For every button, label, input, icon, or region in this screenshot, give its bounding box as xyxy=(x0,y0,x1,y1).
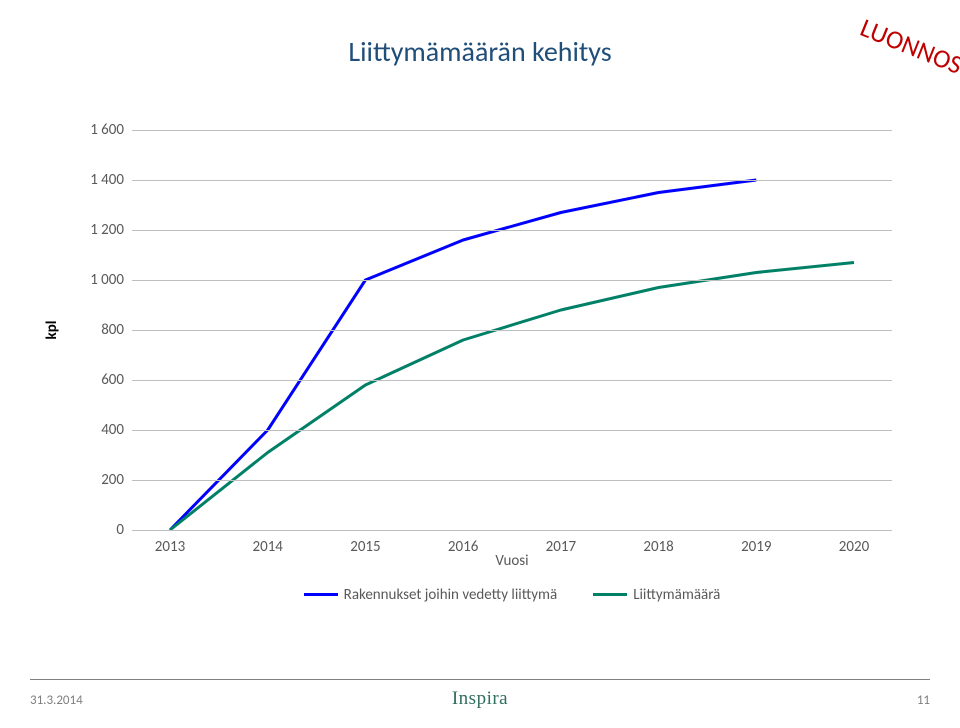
legend-item: Liittymämäärä xyxy=(593,586,720,604)
legend-swatch xyxy=(304,593,338,596)
grid-line xyxy=(132,180,892,181)
plot-area: 02004006008001 0001 2001 4001 6002013201… xyxy=(132,130,892,530)
y-tick-label: 400 xyxy=(72,421,124,439)
grid-line xyxy=(132,480,892,481)
grid-line xyxy=(132,380,892,381)
line-chart: kpl 02004006008001 0001 2001 4001 600201… xyxy=(60,120,900,610)
x-axis-label: Vuosi xyxy=(132,552,892,570)
legend-item: Rakennukset joihin vedetty liittymä xyxy=(304,586,558,604)
series-line xyxy=(170,180,756,530)
y-tick-label: 200 xyxy=(72,471,124,489)
slide: Liittymämäärän kehitys LUONNOS kpl 02004… xyxy=(0,0,960,728)
legend: Rakennukset joihin vedetty liittymä Liitt… xyxy=(132,582,892,604)
y-tick-label: 1 400 xyxy=(72,171,124,189)
grid-line xyxy=(132,130,892,131)
grid-line xyxy=(132,280,892,281)
legend-swatch xyxy=(593,593,627,596)
y-tick-label: 800 xyxy=(72,321,124,339)
series-line xyxy=(170,263,854,531)
y-tick-label: 600 xyxy=(72,371,124,389)
draft-watermark: LUONNOS xyxy=(856,11,960,81)
y-tick-label: 1 600 xyxy=(72,121,124,139)
y-tick-label: 0 xyxy=(72,521,124,539)
y-tick-label: 1 200 xyxy=(72,221,124,239)
grid-line xyxy=(132,230,892,231)
chart-title: Liittymämäärän kehitys xyxy=(0,34,960,69)
legend-label: Liittymämäärä xyxy=(633,586,720,604)
footer-rule xyxy=(30,679,930,680)
y-tick-label: 1 000 xyxy=(72,271,124,289)
footer-page-number: 11 xyxy=(917,693,930,708)
footer-logo: Inspira xyxy=(0,688,960,710)
grid-line xyxy=(132,430,892,431)
grid-line xyxy=(132,530,892,531)
y-axis-label: kpl xyxy=(43,321,61,340)
legend-label: Rakennukset joihin vedetty liittymä xyxy=(344,586,558,604)
grid-line xyxy=(132,330,892,331)
